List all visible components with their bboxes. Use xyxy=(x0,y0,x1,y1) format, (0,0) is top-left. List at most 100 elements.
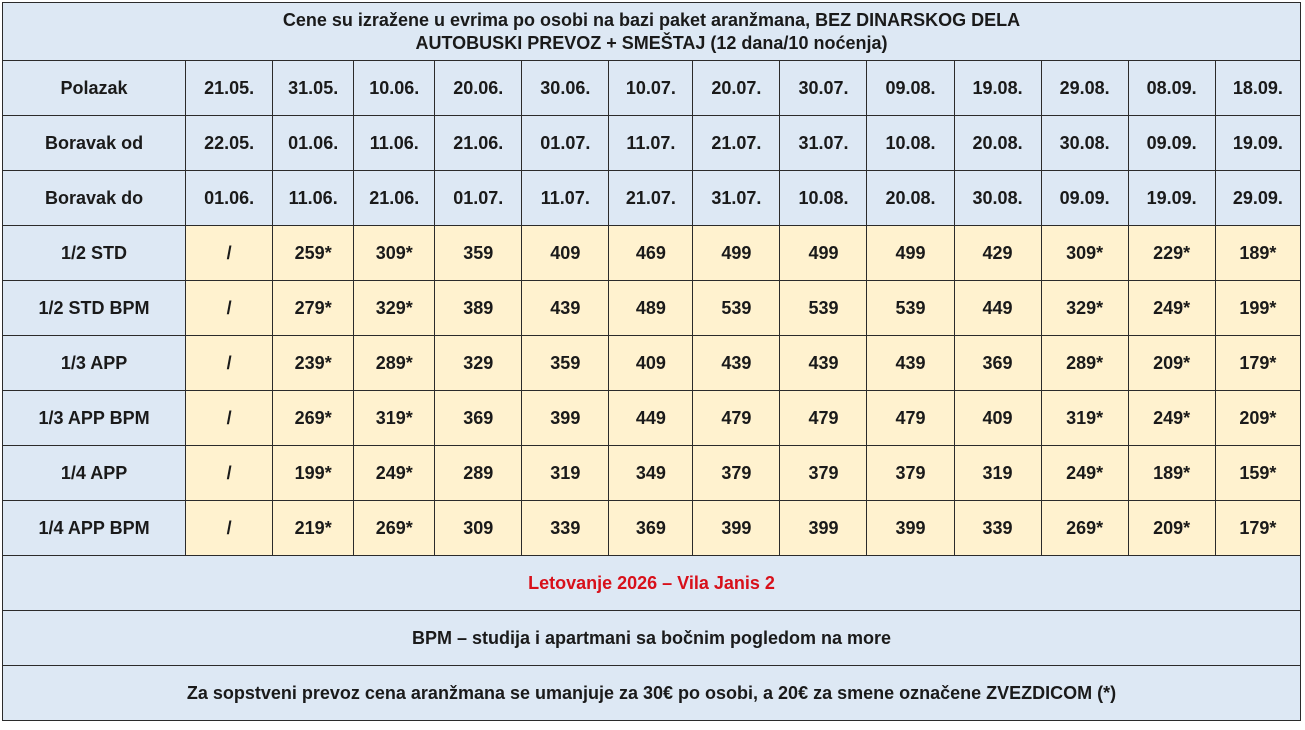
price-cell: 439 xyxy=(779,335,868,391)
date-cell: 09.08. xyxy=(866,60,955,116)
price-cell: 539 xyxy=(779,280,868,336)
footer-title-row: Letovanje 2026 – Vila Janis 2 xyxy=(2,555,1301,611)
header-line-1: Cene su izražene u evrima po osobi na ba… xyxy=(282,9,1021,30)
price-cell: 249* xyxy=(353,445,436,501)
price-cell: 399 xyxy=(692,500,781,556)
price-cell: 429 xyxy=(953,225,1042,281)
date-cell: 11.06. xyxy=(272,170,355,226)
price-cell: 319 xyxy=(521,445,610,501)
date-row-boravak-od: Boravak od 22.05. 01.06. 11.06. 21.06. 01.07.… xyxy=(1,115,1302,171)
price-cell: 239* xyxy=(272,335,355,391)
price-row: 1/4 APP/199* 249* 289 319 349 379 379 379 319 249… xyxy=(1,445,1302,501)
row-label: Boravak do xyxy=(1,170,187,226)
price-cell: / xyxy=(185,445,274,501)
price-cell: 339 xyxy=(953,500,1042,556)
price-cell: 439 xyxy=(521,280,610,336)
price-cell: 449 xyxy=(953,280,1042,336)
date-cell: 21.05. xyxy=(185,60,274,116)
price-cell: 409 xyxy=(521,225,610,281)
price-row: 1/2 STD/259* 309* 359 409 469 499 499 499 429 309… xyxy=(1,225,1302,281)
price-cell: 469 xyxy=(608,225,694,281)
price-cell: 159* xyxy=(1214,445,1302,501)
price-cell: 399 xyxy=(866,500,955,556)
date-cell: 19.08. xyxy=(953,60,1042,116)
date-cell: 01.06. xyxy=(272,115,355,171)
room-type-label: 1/2 STD BPM xyxy=(1,280,187,336)
price-cell: 369 xyxy=(953,335,1042,391)
price-cell: 249* xyxy=(1040,445,1129,501)
date-cell: 31.07. xyxy=(779,115,868,171)
date-cell: 21.06. xyxy=(434,115,523,171)
table-header: Cene su izražene u evrima po osobi na ba… xyxy=(2,2,1301,61)
price-cell: 329* xyxy=(353,280,436,336)
room-type-label: 1/4 APP xyxy=(1,445,187,501)
price-cell: 479 xyxy=(779,390,868,446)
date-cell: 10.08. xyxy=(779,170,868,226)
price-cell: / xyxy=(185,335,274,391)
price-cell: 279* xyxy=(272,280,355,336)
price-cell: 229* xyxy=(1127,225,1216,281)
price-cell: 399 xyxy=(521,390,610,446)
price-cell: 249* xyxy=(1127,280,1216,336)
price-row: 1/3 APP/239* 289* 329 359 409 439 439 439 369 289… xyxy=(1,335,1302,391)
date-row-boravak-do: Boravak do 01.06. 11.06. 21.06. 01.07. 11.07.… xyxy=(1,170,1302,226)
date-cell: 01.06. xyxy=(185,170,274,226)
price-cell: 289 xyxy=(434,445,523,501)
price-row: 1/4 APP BPM/219* 269* 309 339 369 399 399 399 33… xyxy=(1,500,1302,556)
date-cell: 09.09. xyxy=(1040,170,1129,226)
price-cell: 539 xyxy=(866,280,955,336)
price-cell: 489 xyxy=(608,280,694,336)
price-cell: 269* xyxy=(353,500,436,556)
price-cell: 309 xyxy=(434,500,523,556)
room-type-label: 1/3 APP BPM xyxy=(1,390,187,446)
date-cell: 20.06. xyxy=(434,60,523,116)
date-cell: 30.06. xyxy=(521,60,610,116)
date-cell: 22.05. xyxy=(185,115,274,171)
date-cell: 20.07. xyxy=(692,60,781,116)
date-cell: 31.07. xyxy=(692,170,781,226)
transport-note: Za sopstveni prevoz cena aranžmana se um… xyxy=(2,665,1301,721)
date-cell: 20.08. xyxy=(866,170,955,226)
price-cell: 309* xyxy=(353,225,436,281)
price-cell: 189* xyxy=(1127,445,1216,501)
bpm-note: BPM – studija i apartmani sa bočnim pogl… xyxy=(2,610,1301,666)
price-cell: 499 xyxy=(779,225,868,281)
price-cell: 199* xyxy=(272,445,355,501)
room-type-label: 1/4 APP BPM xyxy=(1,500,187,556)
price-cell: 179* xyxy=(1214,335,1302,391)
price-cell: 379 xyxy=(692,445,781,501)
price-cell: 179* xyxy=(1214,500,1302,556)
price-cell: 219* xyxy=(272,500,355,556)
date-cell: 30.07. xyxy=(779,60,868,116)
date-cell: 21.07. xyxy=(608,170,694,226)
price-cell: 379 xyxy=(866,445,955,501)
date-cell: 29.09. xyxy=(1214,170,1302,226)
row-label: Polazak xyxy=(1,60,187,116)
date-cell: 29.08. xyxy=(1040,60,1129,116)
price-cell: 369 xyxy=(434,390,523,446)
price-cell: 379 xyxy=(779,445,868,501)
date-cell: 10.07. xyxy=(608,60,694,116)
price-cell: 439 xyxy=(692,335,781,391)
price-row: 1/2 STD BPM/279* 329* 389 439 489 539 539 539 44… xyxy=(1,280,1302,336)
price-cell: / xyxy=(185,225,274,281)
date-cell: 11.07. xyxy=(608,115,694,171)
footer-bpm-row: BPM – studija i apartmani sa bočnim pogl… xyxy=(2,610,1301,666)
date-cell: 18.09. xyxy=(1214,60,1302,116)
room-type-label: 1/2 STD xyxy=(1,225,187,281)
price-cell: 259* xyxy=(272,225,355,281)
price-cell: 269* xyxy=(272,390,355,446)
price-cell: 319 xyxy=(953,445,1042,501)
date-cell: 01.07. xyxy=(521,115,610,171)
price-cell: 479 xyxy=(692,390,781,446)
price-cell: 199* xyxy=(1214,280,1302,336)
price-cell: 269* xyxy=(1040,500,1129,556)
price-cell: / xyxy=(185,390,274,446)
date-cell: 30.08. xyxy=(953,170,1042,226)
price-cell: 369 xyxy=(608,500,694,556)
price-cell: 289* xyxy=(353,335,436,391)
date-cell: 20.08. xyxy=(953,115,1042,171)
price-cell: 439 xyxy=(866,335,955,391)
price-cell: 409 xyxy=(608,335,694,391)
